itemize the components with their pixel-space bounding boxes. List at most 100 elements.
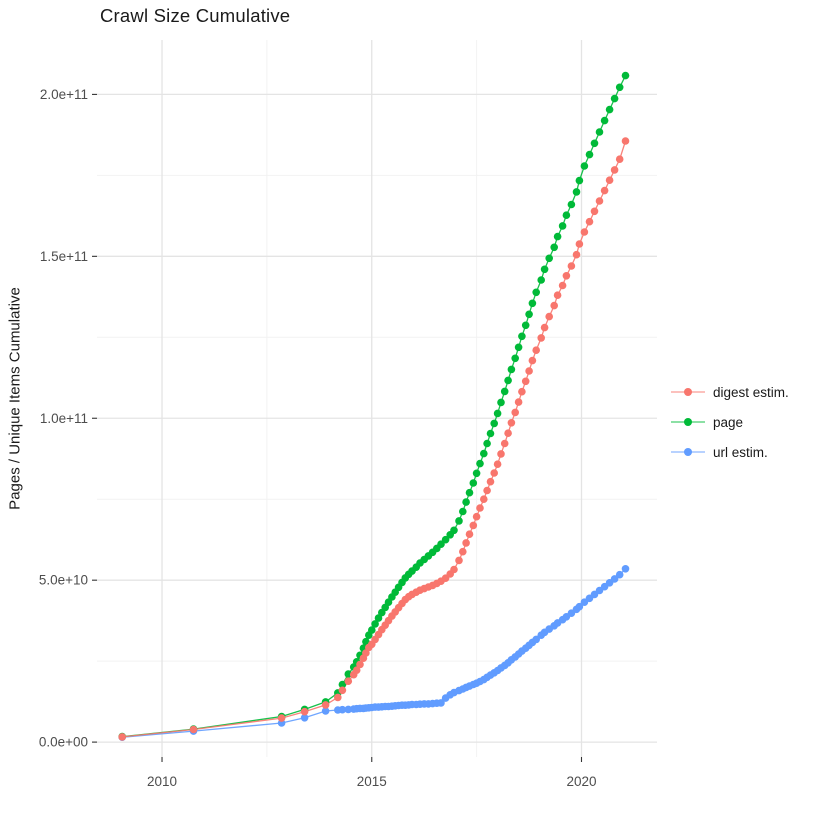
legend: digest estim. page url estim. [671,377,789,467]
data-point-page [490,419,499,428]
data-point-url [321,707,330,715]
data-point-page [486,429,495,438]
data-point-digest [605,176,614,184]
data-point-digest [455,556,463,565]
data-point-digest [537,334,545,342]
data-point-page [545,254,553,263]
data-point-digest [553,291,562,300]
data-point-page [540,265,549,274]
data-point-page [371,620,379,628]
data-point-page [575,176,584,185]
data-point-digest [528,356,537,365]
data-point-digest [521,377,530,386]
x-axis-tick-label: 2020 [566,774,596,789]
data-point-digest [277,714,286,722]
y-axis-tick-label: 2.0e+11 [40,87,88,102]
data-point-digest [118,733,126,741]
data-point-page [562,211,571,219]
data-point-digest [504,429,512,438]
y-axis-tick-label: 1.5e+11 [40,249,88,264]
data-point-page [572,188,581,196]
data-point-digest [610,166,619,174]
legend-key-page-icon [671,414,705,430]
legend-key-url-icon [671,444,705,460]
data-point-digest [550,301,558,310]
data-point-page [493,409,502,418]
data-point-digest [300,707,309,716]
data-point-page [504,376,512,385]
legend-item-digest-estim: digest estim. [671,377,789,407]
data-point-digest [600,186,609,195]
data-point-digest [483,486,491,495]
data-point-digest [356,660,364,669]
data-point-digest [621,137,630,145]
data-point-digest [338,686,347,695]
data-point-digest [514,398,523,406]
data-point-page [550,243,558,252]
data-point-digest [334,693,342,702]
data-point-page [362,637,370,646]
data-point-page [455,517,463,525]
data-point-page [507,365,516,374]
data-point-page [459,507,467,516]
data-point-digest [500,439,509,448]
data-point-digest [469,521,478,530]
data-point-digest [590,207,599,216]
data-point-page [567,200,576,209]
data-point-digest [532,346,540,355]
data-point-digest [493,460,502,469]
data-point-url [300,714,309,722]
legend-item-url-estim: url estim. [671,437,789,467]
legend-label-page: page [713,414,744,430]
data-point-page [480,449,488,458]
data-point-url [621,565,630,573]
data-point-digest [490,469,499,477]
x-axis-tick-label: 2010 [147,774,177,789]
legend-key-digest-icon [671,384,705,400]
data-point-page [605,105,614,114]
data-point-page [469,479,478,487]
data-point-page [368,626,376,634]
data-point-page [528,299,537,308]
data-point-digest [540,323,549,332]
data-point-page [441,535,450,544]
data-point-digest [321,701,330,709]
data-point-digest [352,666,361,674]
data-point-page [483,439,491,448]
data-point-page [500,387,509,396]
data-point-digest [580,228,589,236]
data-point-digest [465,530,474,538]
data-point-page [525,310,533,319]
legend-label-url: url estim. [713,444,768,460]
data-point-page [462,498,470,506]
data-point-digest [575,240,584,248]
data-point-page [532,288,540,297]
data-point-page [595,128,604,136]
data-point-digest [525,367,533,375]
y-axis-tick-label: 0.0e+00 [39,735,88,750]
data-point-page [610,94,619,103]
data-point-digest [615,155,624,163]
data-point-digest [450,565,458,574]
data-point-digest [518,387,526,396]
data-point-page [521,321,530,330]
y-axis-tick-label: 5.0e+10 [39,573,88,588]
data-point-digest [562,272,571,280]
data-point-url [437,699,445,707]
data-point-digest [558,281,567,290]
data-point-page [615,83,624,92]
data-point-digest [189,725,198,734]
data-point-page [585,150,594,159]
data-point-page [553,232,562,241]
legend-item-page: page [671,407,789,437]
data-point-digest [497,450,505,458]
data-point-page [511,354,519,363]
series-line-url [122,568,626,738]
data-point-digest [462,539,470,547]
data-point-url [610,575,619,583]
data-point-digest [585,217,594,226]
data-point-digest [567,262,576,270]
data-point-page [537,276,545,284]
